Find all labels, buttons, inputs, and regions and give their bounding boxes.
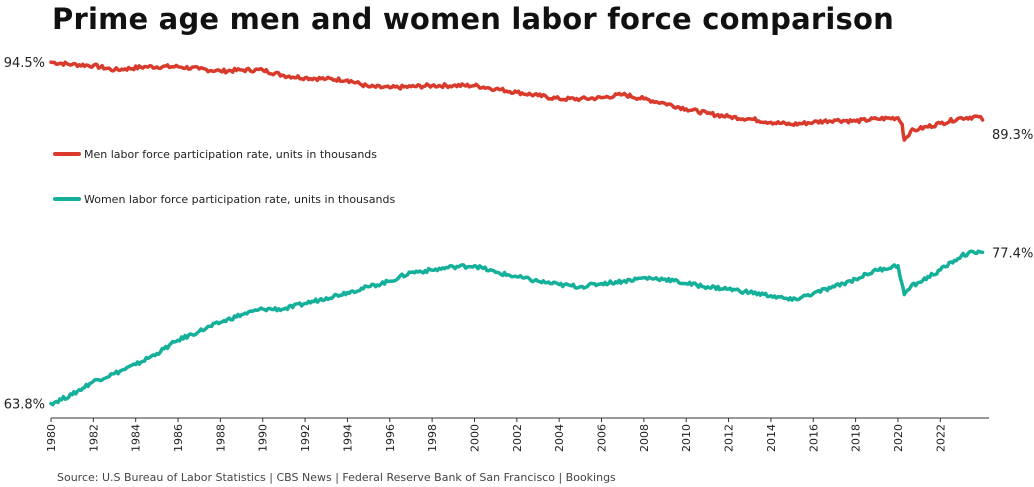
x-tick-label: 1980 — [45, 424, 58, 452]
series-start-label: 63.8% — [4, 398, 45, 413]
x-tick-label: 1994 — [341, 424, 354, 452]
x-tick-label: 2014 — [765, 424, 778, 452]
x-tick-label: 2002 — [511, 424, 524, 452]
x-tick-label: 2010 — [680, 424, 693, 452]
x-tick-label: 1990 — [257, 424, 270, 452]
x-tick-label: 2012 — [723, 424, 736, 452]
legend-label: Men labor force participation rate, unit… — [84, 148, 377, 161]
x-tick-label: 1982 — [87, 424, 100, 452]
x-tick-label: 2000 — [468, 424, 481, 452]
x-tick-label: 2008 — [638, 424, 651, 452]
series-end-label: 89.3% — [992, 128, 1033, 143]
source-note: Source: U.S Bureau of Labor Statistics |… — [57, 471, 616, 484]
x-tick-label: 1992 — [299, 424, 312, 452]
series-layer — [49, 60, 985, 407]
x-tick-label: 2022 — [934, 424, 947, 452]
series-line-1 — [49, 249, 985, 407]
x-tick-label: 2016 — [807, 424, 820, 452]
series-line-0 — [49, 60, 985, 142]
x-axis: 1980 1982 1984 1986 1988 1990 1992 1994 1996 1998… — [45, 417, 989, 452]
x-tick-label: 2004 — [553, 424, 566, 452]
legend: Men labor force participation rate, unit… — [53, 148, 395, 206]
x-tick-label: 2018 — [850, 424, 863, 452]
series-end-label: 77.4% — [992, 246, 1033, 261]
series-start-label: 94.5% — [4, 56, 45, 71]
end-labels: 94.5% 89.3% 63.8% 77.4% — [4, 56, 1034, 412]
x-tick-label: 1986 — [172, 424, 185, 452]
x-tick-label: 1996 — [384, 424, 397, 452]
x-tick-label: 1998 — [426, 424, 439, 452]
x-tick-label: 1984 — [130, 424, 143, 452]
chart-title: Prime age men and women labor force comp… — [52, 2, 894, 36]
x-tick-label: 2006 — [596, 424, 609, 452]
x-tick-label: 1988 — [214, 424, 227, 452]
legend-label: Women labor force participation rate, un… — [84, 193, 395, 206]
x-tick-label: 2020 — [892, 424, 905, 452]
